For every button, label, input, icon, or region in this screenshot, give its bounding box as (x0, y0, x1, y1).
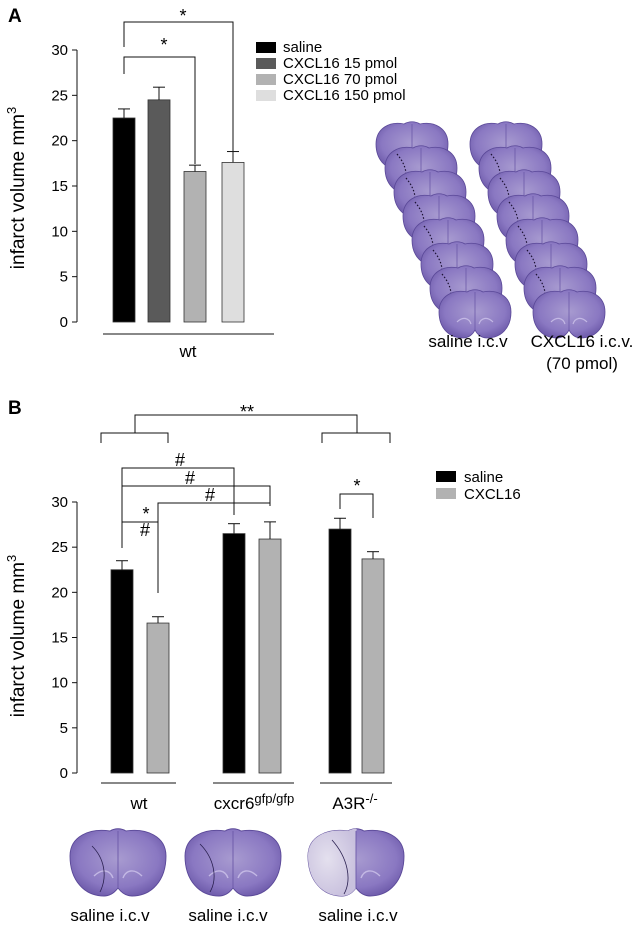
panel-b-significance (100, 414, 391, 593)
brain-slice (532, 289, 606, 339)
panel-a-y-tick-label: 20 (51, 133, 68, 150)
panel-b-cxcr6-cxcl16-bar (258, 538, 282, 774)
panel-a-cxcl16-150-bar (221, 162, 245, 323)
panel-b-y-axis-label: infarct volume mm3 (4, 555, 29, 717)
panel-b-category-a3r-text: A3R (332, 794, 365, 813)
panel-b-bracket-a3r (339, 493, 374, 518)
panel-a-y-tick-label: 5 (60, 269, 68, 286)
panel-b-a3r-cxcl16-bar (361, 558, 385, 774)
legend-label-cxcl16-70: CXCL16 70 pmol (283, 71, 397, 88)
legend-b-swatch-cxcl16 (436, 488, 456, 499)
legend-swatch-saline (256, 42, 276, 53)
caption-b-cxcr6: saline i.c.v (188, 906, 268, 925)
panel-b-sig-double: ** (240, 402, 254, 422)
panel-a-y-tick-label: 25 (51, 87, 68, 104)
panel-b-cxcr6-saline-bar (222, 533, 246, 774)
panel-a-letter: A (8, 6, 22, 27)
panel-b-bracket-top-span (134, 414, 358, 433)
panel-b-y-tick-label: 20 (51, 584, 68, 601)
panel-b-bracket-hash-3 (157, 502, 270, 593)
panel-b-y-tick-label: 0 (60, 765, 68, 782)
panel-b-y-axis-label-text: infarct volume mm (8, 562, 29, 717)
legend-label-cxcl16-150: CXCL16 150 pmol (283, 87, 406, 104)
panel-b-sig-wt-hash: # (140, 520, 150, 540)
panel-b-category-cxcr6-text: cxcr6 (214, 794, 255, 813)
legend-b-swatch-saline (436, 471, 456, 482)
caption-b-a3r: saline i.c.v (318, 906, 398, 925)
panel-b-sig-hash-3: # (205, 485, 215, 505)
panel-a-sig-inner: * (160, 35, 167, 55)
panel-a-legend: saline CXCL16 15 pmol CXCL16 70 pmol CXC… (256, 39, 406, 104)
panel-b-bracket-top-left (100, 432, 169, 443)
panel-b-y-tick-label: 10 (51, 675, 68, 692)
panel-b-y-tick-label: 25 (51, 539, 68, 556)
caption-saline-icv: saline i.c.v (428, 332, 508, 351)
panel-a-significance (123, 21, 234, 164)
caption-cxcl16-dose: (70 pmol) (546, 354, 618, 373)
panel-b-sig-a3r-star: * (353, 476, 360, 496)
panel-a-y-axis: 0 5 10 15 20 25 30 (51, 42, 78, 331)
brain-slice (438, 289, 512, 339)
infarct-outline-wt (91, 845, 105, 893)
panel-b-category-a3r-sup: -/- (365, 791, 377, 806)
panel-b-category-a3r: A3R-/- (332, 791, 377, 813)
panel-b-wt-saline-bar (110, 569, 134, 774)
panel-b-y-axis-label-sup: 3 (4, 555, 19, 562)
legend-label-saline: saline (283, 39, 322, 56)
panel-a-cxcl16-70-bar (183, 171, 207, 323)
legend-swatch-cxcl16-150 (256, 90, 276, 101)
brain-image-wt (69, 828, 167, 897)
panel-b-y-axis: 0 5 10 15 20 25 30 (51, 494, 78, 782)
panel-b-category-wt: wt (130, 794, 148, 813)
panel-b-bracket-hash-1 (121, 467, 235, 548)
panel-a-y-axis-label: infarct volume mm3 (4, 107, 29, 269)
panel-b-y-tick-label: 5 (60, 720, 68, 737)
panel-b-sig-wt-star: * (142, 504, 149, 524)
brain-sections-cxcl16-image (469, 121, 606, 339)
panel-a-y-tick-label: 15 (51, 178, 68, 195)
panel-a-y-axis-label-text: infarct volume mm (8, 114, 29, 269)
panel-b-y-tick-label: 30 (51, 494, 68, 511)
panel-a-bracket-outer (123, 21, 234, 151)
panel-a-bars (112, 86, 245, 323)
panel-a-y-axis-label-sup: 3 (4, 107, 19, 114)
panel-b-wt-cxcl16-bar (146, 622, 170, 774)
infarct-outline-cxcr6 (199, 843, 215, 893)
caption-cxcl16-icv: CXCL16 i.c.v. (531, 332, 634, 351)
panel-a-sig-outer: * (179, 6, 186, 26)
panel-b-bracket-wt (121, 521, 159, 593)
panel-b-letter: B (8, 398, 22, 419)
legend-b-label-cxcl16: CXCL16 (464, 486, 521, 503)
panel-b-category-cxcr6-sup: gfp/gfp (254, 791, 294, 806)
panel-a-bracket-inner (123, 56, 196, 164)
panel-b-sig-hash-2: # (185, 468, 195, 488)
panel-b-legend: saline CXCL16 (436, 469, 521, 503)
panel-a-y-tick-label: 30 (51, 42, 68, 59)
panel-b-bracket-hash-2 (122, 485, 271, 506)
caption-b-wt: saline i.c.v (70, 906, 150, 925)
legend-b-label-saline: saline (464, 469, 503, 486)
legend-label-cxcl16-15: CXCL16 15 pmol (283, 55, 397, 72)
panel-a-cxcl16-15-bar (147, 99, 171, 323)
panel-b-bars (110, 517, 385, 774)
panel-b-category-cxcr6: cxcr6gfp/gfp (214, 791, 294, 813)
legend-swatch-cxcl16-15 (256, 58, 276, 69)
panel-a-y-tick-label: 0 (60, 314, 68, 331)
panel-b-y-tick-label: 15 (51, 630, 68, 647)
brain-sections-saline-image (375, 121, 512, 339)
panel-a-category-wt: wt (179, 342, 197, 361)
infarct-outline-a3r (331, 839, 349, 895)
panel-b-a3r-saline-bar (328, 528, 352, 774)
panel-a-saline-bar (112, 117, 136, 323)
brain-image-a3r (307, 828, 405, 897)
panel-b-bracket-top-right (321, 432, 391, 443)
legend-swatch-cxcl16-70 (256, 74, 276, 85)
panel-a-y-tick-label: 10 (51, 223, 68, 240)
brain-image-cxcr6 (184, 828, 282, 897)
panel-b-sig-hash-1: # (175, 450, 185, 470)
